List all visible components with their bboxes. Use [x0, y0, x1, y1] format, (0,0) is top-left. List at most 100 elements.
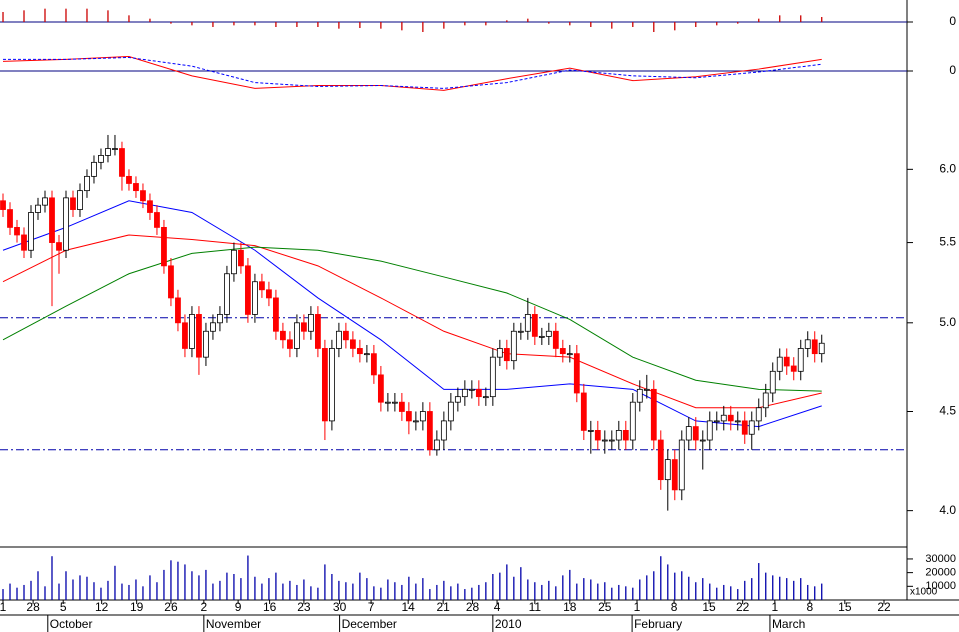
candle-body — [706, 420, 713, 441]
candle-body — [175, 297, 181, 324]
candle-body — [608, 439, 615, 442]
candle-body — [7, 209, 13, 228]
candle-body — [189, 314, 195, 349]
candle-body — [727, 414, 734, 422]
x-tick-label: 1 — [0, 600, 7, 614]
candle-body — [566, 353, 573, 356]
candle-body — [224, 273, 230, 315]
candle-body — [363, 353, 370, 356]
candle-body — [315, 314, 321, 349]
x-tick-label: 5 — [60, 600, 67, 614]
candle-body — [308, 314, 314, 332]
x-tick-label: 2 — [200, 600, 207, 614]
candle-body — [461, 388, 468, 398]
x-tick-label: 11 — [529, 600, 542, 614]
candle-body — [370, 353, 377, 376]
candle-body — [0, 200, 6, 210]
candle-body — [133, 183, 139, 192]
y-tick-label: 5.0 — [939, 315, 956, 329]
x-tick-label: 21 — [436, 600, 450, 614]
candle-body — [776, 356, 783, 372]
candle-body — [217, 314, 223, 324]
candle-body — [161, 227, 167, 267]
candle-body — [489, 356, 496, 398]
candle-body — [280, 330, 286, 341]
candle-body — [70, 197, 76, 210]
candle-body — [77, 190, 83, 210]
x-tick-label: 14 — [401, 600, 415, 614]
candle-body — [657, 439, 664, 481]
candle-body — [231, 249, 237, 275]
candle-body — [98, 155, 104, 163]
x-tick-label: 19 — [130, 600, 144, 614]
candle-body — [342, 330, 349, 341]
candle-body — [496, 348, 503, 358]
y-tick-label: 20000 — [925, 567, 956, 579]
candle-body — [482, 396, 489, 399]
candle-body — [734, 420, 741, 423]
x-tick-label: 8 — [671, 600, 678, 614]
x-tick-label: 16 — [263, 600, 277, 614]
candle-body — [636, 388, 643, 403]
candle-body — [587, 430, 594, 432]
candle-body — [615, 430, 622, 441]
candle-body — [678, 439, 685, 491]
candle-body — [671, 459, 678, 491]
candle-body — [447, 401, 454, 422]
candle-body — [210, 322, 216, 332]
candle-body — [685, 426, 692, 441]
month-label: December — [342, 617, 397, 631]
candle-body — [301, 322, 307, 332]
y-tick-label: 0 — [949, 14, 956, 28]
candle-body — [35, 204, 41, 213]
candle-body — [797, 348, 804, 372]
candle-body — [517, 330, 524, 333]
x-tick-label: 28 — [26, 600, 40, 614]
moving-average — [2, 234, 822, 409]
candle-body — [126, 175, 132, 184]
candle-body — [154, 212, 160, 228]
moving-average — [2, 246, 822, 392]
candle-body — [398, 401, 405, 412]
month-label: 2010 — [495, 617, 522, 631]
y-tick-label: 0 — [949, 63, 956, 77]
macd-line — [2, 55, 822, 91]
y-tick-label: 30000 — [925, 553, 956, 565]
candle-body — [699, 439, 706, 442]
candle-body — [552, 330, 559, 349]
candle-body — [21, 234, 27, 251]
x-tick-label: 22 — [877, 600, 891, 614]
candle-body — [405, 411, 412, 422]
candle-body — [140, 190, 146, 202]
candle-body — [252, 281, 258, 315]
candle-body — [14, 227, 20, 236]
x-tick-label: 7 — [368, 600, 375, 614]
candle-body — [273, 297, 279, 332]
x-tick-label: 12 — [95, 600, 109, 614]
x-tick-label: 23 — [297, 600, 311, 614]
month-label: February — [634, 617, 682, 631]
moving-average — [2, 200, 822, 428]
month-label: October — [50, 617, 93, 631]
y-tick-label: 5.5 — [939, 235, 956, 249]
candle-body — [713, 420, 720, 423]
candle-body — [741, 420, 748, 435]
candle-body — [419, 411, 426, 422]
y-tick-label: 10000 — [925, 580, 956, 592]
candle-body — [203, 330, 209, 358]
candle-body — [531, 314, 538, 337]
candle-body — [748, 420, 755, 435]
x-tick-label: 28 — [466, 600, 480, 614]
x-tick-label: 25 — [598, 600, 612, 614]
candle-body — [622, 430, 629, 441]
x-tick-label: 15 — [702, 600, 716, 614]
candle-body — [524, 314, 531, 332]
candle-body — [49, 197, 55, 243]
candle-body — [811, 339, 818, 355]
candle-body — [412, 420, 419, 423]
x-tick-label: 1 — [772, 600, 779, 614]
candle-body — [238, 249, 244, 267]
candle-body — [580, 392, 587, 431]
candle-body — [762, 392, 769, 409]
x-tick-label: 22 — [736, 600, 750, 614]
